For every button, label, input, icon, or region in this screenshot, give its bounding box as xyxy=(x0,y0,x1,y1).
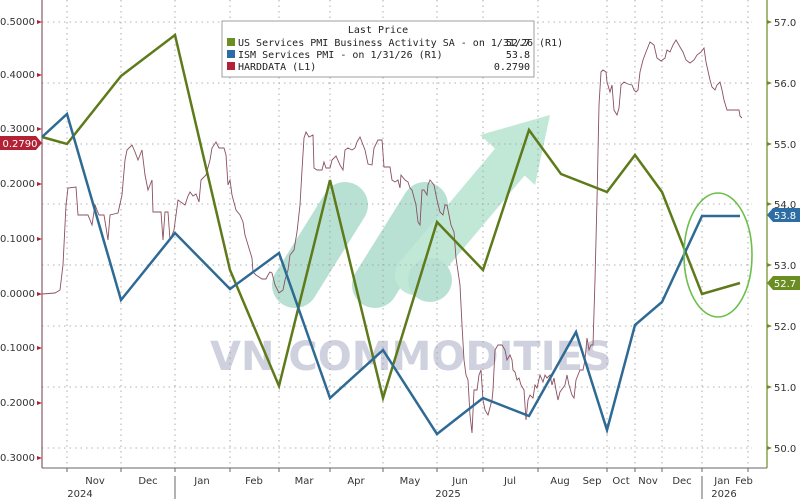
svg-text:Nov: Nov xyxy=(85,476,105,487)
legend-swatch-us xyxy=(227,38,235,46)
series-harddata xyxy=(41,39,743,434)
svg-text:52.0: 52.0 xyxy=(774,322,796,333)
svg-text:Jul: Jul xyxy=(503,476,516,487)
svg-text:0.3000: 0.3000 xyxy=(0,124,35,135)
svg-text:Apr: Apr xyxy=(347,476,365,487)
svg-text:51.0: 51.0 xyxy=(774,383,796,394)
svg-text:0.2000: 0.2000 xyxy=(0,179,35,190)
svg-text:Mar: Mar xyxy=(295,476,315,487)
svg-text:0.0000: 0.0000 xyxy=(0,289,35,300)
svg-text:0.4000: 0.4000 xyxy=(0,70,35,81)
svg-text:Aug: Aug xyxy=(550,476,570,487)
svg-text:2025: 2025 xyxy=(435,489,460,499)
svg-text:Dec: Dec xyxy=(672,476,691,487)
svg-text:HARDDATA (L1): HARDDATA (L1) xyxy=(238,62,316,73)
svg-text:2024: 2024 xyxy=(67,489,92,499)
svg-text:0.2790: 0.2790 xyxy=(3,139,38,150)
svg-text:53.8: 53.8 xyxy=(774,211,796,222)
watermark-text: VN COMMODITIES xyxy=(210,334,612,380)
highlight-ellipse xyxy=(683,192,753,318)
legend-swatch-ism xyxy=(227,50,235,58)
svg-text:-0.1000: -0.1000 xyxy=(0,343,35,354)
svg-text:52.7: 52.7 xyxy=(506,38,530,49)
last-value-tag-left: 0.2790 xyxy=(0,136,42,150)
svg-text:57.0: 57.0 xyxy=(774,18,796,29)
svg-text:2026: 2026 xyxy=(711,489,736,499)
svg-text:-0.2000: -0.2000 xyxy=(0,398,35,409)
svg-text:52.7: 52.7 xyxy=(774,279,796,290)
svg-text:Nov: Nov xyxy=(638,476,658,487)
svg-text:Feb: Feb xyxy=(735,476,753,487)
svg-text:Sep: Sep xyxy=(583,476,602,487)
right-axis-ticks: 57.0 56.0 55.0 54.0 53.0 52.0 51.0 50.0 xyxy=(767,18,796,455)
svg-text:0.2790: 0.2790 xyxy=(494,62,530,73)
svg-text:Last Price: Last Price xyxy=(348,25,408,36)
legend-swatch-harddata xyxy=(227,62,235,70)
svg-text:0.1000: 0.1000 xyxy=(0,234,35,245)
series-us-services-pmi xyxy=(41,32,741,403)
watermark-logo: VN COMMODITIES xyxy=(210,115,612,380)
svg-text:Jan: Jan xyxy=(193,476,209,487)
svg-text:0.5000: 0.5000 xyxy=(0,17,35,28)
legend: Last Price US Services PMI Business Acti… xyxy=(221,20,563,78)
svg-text:Oct: Oct xyxy=(612,476,629,487)
svg-text:54.0: 54.0 xyxy=(774,200,796,211)
svg-text:May: May xyxy=(400,476,421,487)
last-value-tag-us: 52.7 xyxy=(767,276,800,290)
svg-text:55.0: 55.0 xyxy=(774,140,796,151)
svg-text:-0.3000: -0.3000 xyxy=(0,453,35,464)
svg-text:53.8: 53.8 xyxy=(506,50,530,61)
svg-text:Jun: Jun xyxy=(451,476,468,487)
svg-text:Dec: Dec xyxy=(138,476,157,487)
svg-text:Jan: Jan xyxy=(713,476,729,487)
svg-text:ISM Services PMI - on 1/31/26: ISM Services PMI - on 1/31/26 (R1) xyxy=(238,50,443,61)
svg-text:50.0: 50.0 xyxy=(774,444,796,455)
svg-text:53.0: 53.0 xyxy=(774,261,796,272)
svg-text:US Services PMI Business Activ: US Services PMI Business Activity SA - o… xyxy=(238,38,563,49)
last-value-tag-ism: 53.8 xyxy=(767,208,800,222)
series-ism-services-pmi xyxy=(41,111,740,436)
svg-text:Feb: Feb xyxy=(245,476,263,487)
left-axis-ticks: 0.5000 0.4000 0.3000 0.2000 0.1000 0.000… xyxy=(0,17,42,464)
svg-text:56.0: 56.0 xyxy=(774,79,796,90)
x-axis-labels: Nov Dec Jan Feb Mar Apr May Jun Jul Aug … xyxy=(66,468,753,499)
